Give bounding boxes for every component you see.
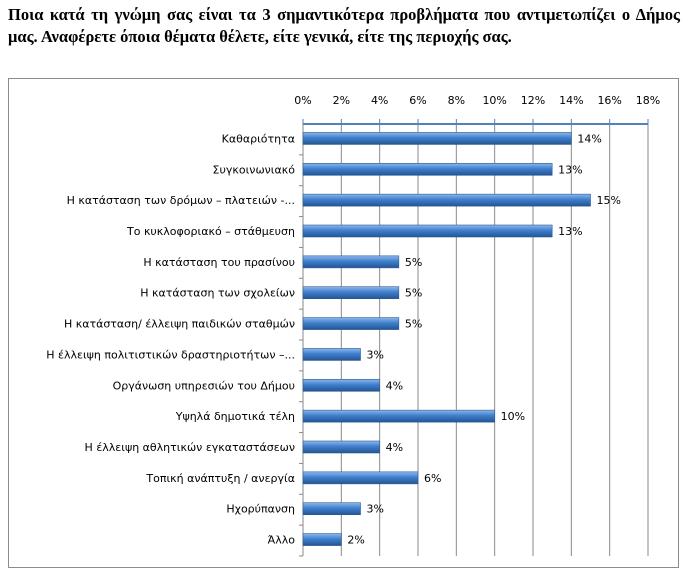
data-label: 10%: [501, 410, 525, 423]
data-label: 5%: [405, 287, 422, 300]
bar: [302, 132, 572, 145]
data-label: 6%: [424, 472, 441, 485]
tick-label: 4%: [371, 94, 388, 107]
tick-label: 12%: [521, 94, 545, 107]
bar: [302, 409, 495, 423]
category-label: Η κατάσταση του πρασίνου: [143, 256, 295, 269]
data-label: 3%: [367, 348, 384, 361]
category-label: Το κυκλοφοριακό – στάθμευση: [126, 225, 295, 238]
bar: [302, 286, 400, 300]
data-label: 5%: [405, 318, 422, 331]
tick-label: 10%: [482, 94, 506, 107]
category-label: Η έλλειψη αθλητικών εγκαταστάσεων: [85, 441, 295, 454]
data-label: 4%: [386, 441, 403, 454]
data-label: 13%: [558, 225, 582, 238]
category-label: Υψηλά δημοτικά τέλη: [175, 410, 295, 423]
bar: [302, 440, 380, 454]
category-label: Καθαριότητα: [222, 132, 295, 145]
bar: [302, 317, 400, 330]
bar: [302, 224, 553, 238]
bar: [302, 162, 553, 176]
tick-label: 16%: [597, 94, 621, 107]
category-label: Συγκοινωνιακό: [213, 163, 296, 176]
data-label: 13%: [558, 163, 582, 176]
tick-label: 6%: [409, 94, 426, 107]
data-label: 15%: [597, 194, 621, 207]
bar: [302, 378, 380, 392]
bar: [302, 502, 361, 516]
tick-label: 14%: [559, 94, 583, 107]
category-label: Η έλλειψη πολιτιστικών δραστηριοτήτων –.…: [46, 348, 295, 361]
bar: [302, 348, 361, 361]
tick-label: 0%: [294, 94, 311, 107]
bar: [302, 193, 591, 207]
tick-label: 18%: [636, 94, 660, 107]
data-label: 5%: [405, 256, 422, 269]
data-label: 4%: [386, 379, 403, 392]
data-label: 2%: [347, 534, 364, 547]
chart-frame: [8, 78, 679, 568]
data-label: 14%: [577, 132, 601, 145]
category-label: Η κατάσταση των δρόμων – πλατειών -...: [67, 194, 295, 207]
bar: [302, 533, 342, 546]
bar: [302, 255, 400, 269]
tick-label: 2%: [333, 94, 350, 107]
category-label: Οργάνωση υπηρεσιών του Δήμου: [113, 379, 295, 392]
data-label: 3%: [367, 503, 384, 516]
category-label: Η κατάσταση των σχολείων: [140, 287, 295, 300]
category-label: Η κατάσταση/ έλλειψη παιδικών σταθμών: [64, 318, 295, 331]
category-label: Άλλο: [268, 534, 296, 547]
category-label: Ηχορύπανση: [226, 503, 295, 516]
category-label: Τοπική ανάπτυξη / ανεργία: [145, 472, 295, 485]
tick-label: 8%: [448, 94, 465, 107]
question-title: Ποια κατά τη γνώμη σας είναι τα 3 σημαντ…: [8, 5, 680, 46]
bar: [302, 471, 419, 485]
